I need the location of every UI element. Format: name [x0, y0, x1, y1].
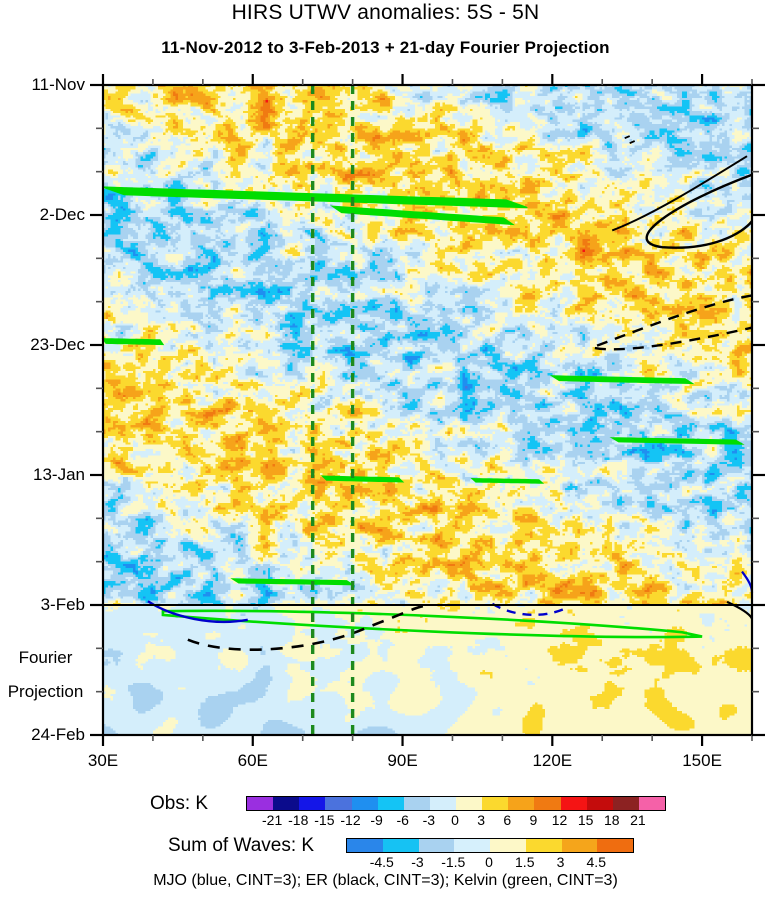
- colorbar-swatch: [638, 797, 665, 810]
- x-axis-tick-label: 60E: [213, 751, 293, 771]
- fourier-projection-note: Fourier: [0, 648, 91, 668]
- x-axis-tick-label: 150E: [662, 751, 742, 771]
- page-title: HIRS UTWV anomalies: 5S - 5N: [0, 1, 771, 25]
- y-axis-tick-label: 3-Feb: [0, 595, 85, 615]
- colorbar-tick-label: 3: [477, 812, 485, 828]
- colorbar-swatch: [534, 797, 561, 810]
- colorbar-swatch: [247, 797, 274, 810]
- colorbar-tick-label: -3: [411, 854, 423, 870]
- colorbar-label: Obs: K: [150, 793, 208, 815]
- colorbar-swatch: [377, 797, 404, 810]
- colorbar-swatch: [508, 797, 535, 810]
- y-axis-tick-label: 23-Dec: [0, 335, 85, 355]
- colorbar-swatch: [454, 839, 490, 852]
- colorbar-tick-label: -4.5: [370, 854, 394, 870]
- y-axis-tick-label: 11-Nov: [0, 75, 85, 95]
- colorbar-swatch: [586, 797, 613, 810]
- hovmoller-svg: [90, 74, 765, 746]
- colorbar-tick-label: -3: [423, 812, 435, 828]
- x-axis-tick-label: 90E: [363, 751, 443, 771]
- colorbar-tick-label: -12: [340, 812, 360, 828]
- colorbar-label: Sum of Waves: K: [168, 835, 314, 857]
- plot-area: 11-Nov 2-Dec 23-Dec 13-Jan 3-Feb 24-Feb 30E 60E…: [0, 74, 765, 770]
- colorbar-swatch: [325, 797, 352, 810]
- y-axis-tick-label: 2-Dec: [0, 205, 85, 225]
- colorbar-swatch: [456, 797, 483, 810]
- colorbar-tick-label: 12: [552, 812, 568, 828]
- colorbar-swatch: [482, 797, 509, 810]
- colorbar-tick-label: 1.5: [515, 854, 534, 870]
- colorbar-tick-label: 6: [503, 812, 511, 828]
- colorbar-tick-label: -15: [314, 812, 334, 828]
- colorbar-swatches: [246, 796, 666, 811]
- colorbar-tick-label: -6: [397, 812, 409, 828]
- colorbar-swatch: [560, 797, 587, 810]
- y-axis-tick-label: 24-Feb: [0, 725, 85, 745]
- colorbar-ticks: -4.5 -3 -1.5 0 1.5 3 4.5: [346, 854, 632, 872]
- colorbar-swatch: [597, 839, 633, 852]
- colorbar-swatch: [561, 839, 598, 852]
- colorbar-swatch: [612, 797, 639, 810]
- colorbar-tick-label: 18: [604, 812, 620, 828]
- colorbar-swatch: [382, 839, 419, 852]
- colorbar-swatch: [429, 797, 456, 810]
- colorbar-tick-label: -21: [262, 812, 282, 828]
- colorbar-tick-label: 9: [529, 812, 537, 828]
- colorbar-swatch: [525, 839, 562, 852]
- colorbar-tick-label: -1.5: [441, 854, 465, 870]
- colorbar-swatch: [273, 797, 300, 810]
- colorbar-swatch: [418, 839, 455, 852]
- colorbar-tick-label: 3: [557, 854, 565, 870]
- colorbar-swatch: [299, 797, 326, 810]
- colorbar-tick-label: 15: [578, 812, 594, 828]
- overlay-caption: MJO (blue, CINT=3); ER (black, CINT=3); …: [0, 872, 771, 890]
- colorbar-tick-label: -18: [288, 812, 308, 828]
- colorbar-swatch: [490, 839, 526, 852]
- colorbar-tick-label: 21: [630, 812, 646, 828]
- colorbar-tick-label: 0: [451, 812, 459, 828]
- colorbar-ticks: -21 -18 -15 -12 -9 -6 -3 0 3 6 9 12 15 18 21: [246, 812, 664, 830]
- colorbar-swatch: [351, 797, 378, 810]
- colorbar-swatch: [347, 839, 383, 852]
- colorbar-tick-label: 0: [485, 854, 493, 870]
- colorbar-tick-label: -9: [370, 812, 382, 828]
- y-axis-tick-label: 13-Jan: [0, 465, 85, 485]
- colorbar-swatches: [346, 838, 634, 853]
- page-subtitle: 11-Nov-2012 to 3-Feb-2013 + 21-day Fouri…: [0, 38, 771, 58]
- fourier-projection-note: Projection: [0, 682, 91, 702]
- x-axis-tick-label: 30E: [63, 751, 143, 771]
- colorbar-tick-label: 4.5: [587, 854, 606, 870]
- x-axis-tick-label: 120E: [512, 751, 592, 771]
- colorbar-swatch: [403, 797, 430, 810]
